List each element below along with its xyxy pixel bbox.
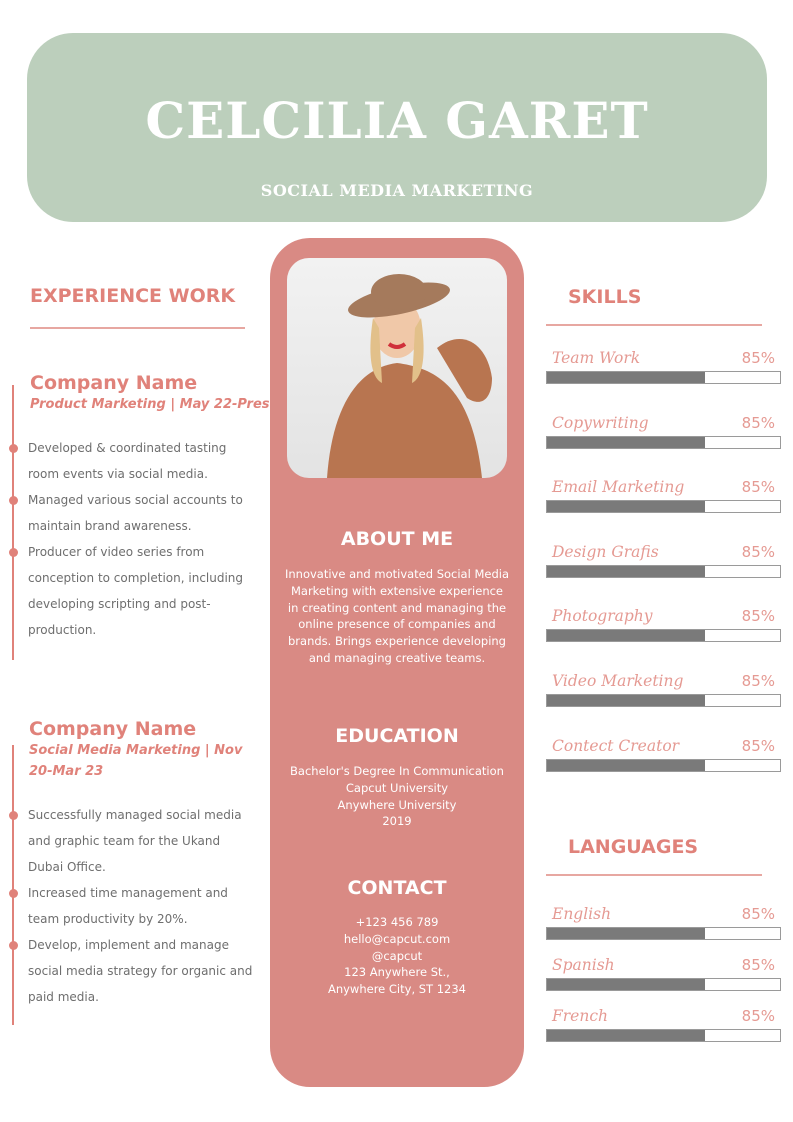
progress-fill: [547, 1030, 706, 1041]
item-label: Spanish: [552, 956, 615, 974]
item-percent: 85%: [741, 1007, 775, 1025]
item-label: Photography: [552, 607, 653, 626]
center-panel: ABOUT ME Innovative and motivated Social…: [270, 238, 524, 1087]
header-banner: CELCILIA GARET SOCIAL MEDIA MARKETING: [27, 33, 767, 222]
skill-item: Photography 85%: [546, 607, 781, 643]
skill-item: Copywriting 85%: [546, 414, 781, 449]
school: Anywhere University: [337, 797, 457, 812]
about-heading: ABOUT ME: [340, 528, 454, 550]
progress-bar: [546, 564, 781, 578]
item-percent: 85%: [741, 905, 775, 923]
contact-heading: CONTACT: [347, 877, 447, 899]
progress-fill: [547, 501, 706, 513]
item-percent: 85%: [741, 736, 775, 755]
progress-fill: [547, 565, 706, 577]
bullet-dot: [9, 941, 18, 950]
bullet-dot: [9, 889, 18, 898]
skill-item: Design Grafis 85%: [546, 543, 781, 578]
bullet-dot: [9, 496, 18, 505]
skills-heading: SKILLS: [568, 286, 642, 308]
job-bullet: Successfully managed social media and gr…: [9, 802, 253, 880]
skill-item: Video Marketing 85%: [546, 672, 781, 707]
job-bullet: Producer of video series from conception…: [9, 539, 253, 643]
progress-bar: [546, 1029, 781, 1042]
item-percent: 85%: [741, 349, 775, 367]
divider: [546, 324, 762, 326]
item-label: Copywriting: [552, 413, 649, 432]
candidate-name: CELCILIA GARET: [145, 91, 649, 150]
bullet-dot: [9, 811, 18, 820]
education-heading: EDUCATION: [335, 725, 459, 747]
about-text: Innovative and motivated Social Media Ma…: [284, 567, 509, 665]
skill-item: Contect Creator 85%: [546, 737, 781, 772]
item-percent: 85%: [741, 478, 775, 497]
divider: [546, 874, 762, 876]
item-percent: 85%: [741, 542, 775, 561]
language-item: French 85%: [546, 1007, 781, 1042]
progress-bar: [546, 694, 781, 707]
divider: [30, 327, 245, 329]
school: Capcut University: [345, 780, 449, 795]
progress-bar: [546, 758, 781, 772]
progress-bar: [546, 500, 781, 514]
address: 123 Anywhere St.,: [344, 965, 450, 980]
bullet-dot: [9, 548, 18, 557]
language-item: Spanish 85%: [546, 956, 781, 991]
job-subtitle: Social Media Marketing | Nov 20-Mar 23: [29, 743, 243, 779]
progress-fill: [547, 436, 706, 448]
item-label: Contect Creator: [552, 736, 680, 755]
bullet-dot: [9, 444, 18, 453]
language-item: English 85%: [546, 905, 781, 940]
item-percent: 85%: [741, 413, 775, 432]
timeline-line: [12, 745, 14, 1025]
progress-bar: [546, 371, 781, 384]
progress-bar: [546, 978, 781, 991]
progress-bar: [546, 629, 781, 643]
experience-heading: EXPERIENCE WORK: [30, 285, 236, 307]
progress-fill: [547, 630, 706, 642]
progress-fill: [547, 928, 706, 939]
item-label: French: [552, 1007, 608, 1025]
progress-fill: [547, 759, 706, 771]
languages-heading: LANGUAGES: [568, 836, 699, 858]
progress-fill: [547, 695, 706, 706]
degree: Bachelor's Degree In Communication: [290, 764, 504, 778]
contact-details: +123 456 789 hello@capcut.com @capcut 12…: [270, 914, 524, 998]
job-entry: Company Name Social Media Marketing | No…: [9, 718, 254, 1010]
job-bullet: Managed various social accounts to maint…: [9, 487, 253, 539]
item-label: Email Marketing: [552, 478, 685, 497]
company-name: Company Name: [30, 372, 198, 394]
address: Anywhere City, ST 1234: [327, 982, 467, 997]
job-entry: Company Name Product Marketing | May 22-…: [9, 372, 294, 643]
item-label: English: [552, 905, 612, 923]
item-label: Team Work: [552, 349, 641, 367]
profile-photo: [287, 258, 507, 478]
progress-bar: [546, 927, 781, 940]
item-percent: 85%: [741, 607, 775, 626]
progress-bar: [546, 435, 781, 449]
skill-item: Team Work 85%: [546, 349, 781, 384]
progress-fill: [547, 979, 706, 990]
item-percent: 85%: [741, 672, 775, 690]
progress-fill: [547, 372, 706, 383]
item-percent: 85%: [741, 956, 775, 974]
year: 2019: [382, 814, 412, 829]
item-label: Design Grafis: [552, 542, 659, 561]
item-label: Video Marketing: [552, 672, 684, 690]
education-details: Bachelor's Degree In Communication Capcu…: [270, 763, 524, 830]
phone: +123 456 789: [355, 915, 439, 929]
company-name: Company Name: [29, 718, 197, 740]
skill-item: Email Marketing 85%: [546, 478, 781, 514]
job-bullet: Developed & coordinated tasting room eve…: [9, 435, 253, 487]
candidate-role: SOCIAL MEDIA MARKETING: [260, 181, 534, 200]
social-handle: @capcut: [371, 948, 423, 963]
job-bullet: Develop, implement and manage social med…: [9, 932, 253, 1010]
job-subtitle: Product Marketing | May 22-Present: [30, 397, 294, 412]
job-bullet: Increased time management and team produ…: [9, 880, 253, 932]
email: hello@capcut.com: [343, 931, 451, 946]
timeline-line: [12, 385, 14, 660]
